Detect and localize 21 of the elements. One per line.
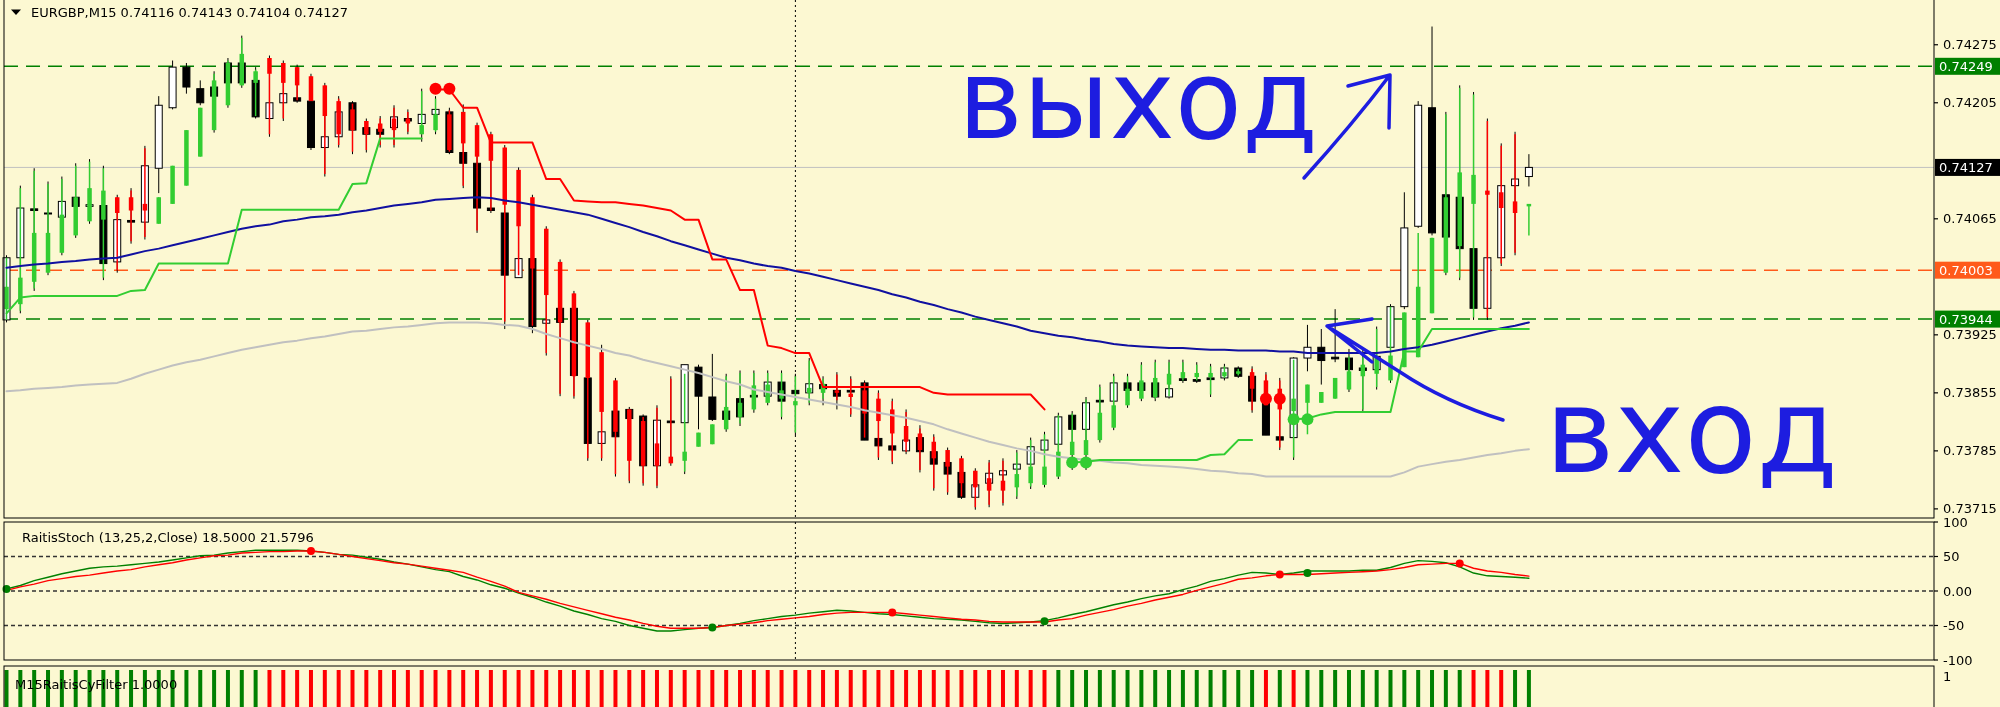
y-tick-label: 0.74065 xyxy=(1943,211,1997,227)
y-tick-label: -100 xyxy=(1943,652,1973,668)
y-tick-label: 0.74275 xyxy=(1943,37,1997,53)
y-tick-label: 0.73785 xyxy=(1943,443,1997,459)
chart-title: EURGBP,M15 0.74116 0.74143 0.74104 0.74127 xyxy=(31,4,349,20)
y-tick-label: 0.74205 xyxy=(1943,95,1997,111)
y-tick-label: -50 xyxy=(1943,618,1965,633)
ref-line-label: 0.74127 xyxy=(1939,159,1993,175)
y-tick-label: 50 xyxy=(1943,549,1960,564)
y-tick-label: 0.73855 xyxy=(1943,385,1997,401)
y-tick-label: 0.73715 xyxy=(1943,501,1997,517)
y-tick-label: 100 xyxy=(1943,514,1968,530)
annotation: выход xyxy=(958,36,1319,164)
text: вход xyxy=(1545,362,1839,500)
text: 1 xyxy=(1943,668,1952,684)
ref-line-label: 0.74249 xyxy=(1939,58,1993,74)
ref-line-label: 0.73944 xyxy=(1939,311,1993,327)
text: RaitisStoch (13,25,2,Close) 18.5000 21.5796 xyxy=(22,530,314,545)
y-tick-label: 0.73925 xyxy=(1943,327,1997,343)
y-tick-label: 0.00 xyxy=(1943,583,1972,599)
ref-line-label: 0.74003 xyxy=(1939,262,1993,278)
